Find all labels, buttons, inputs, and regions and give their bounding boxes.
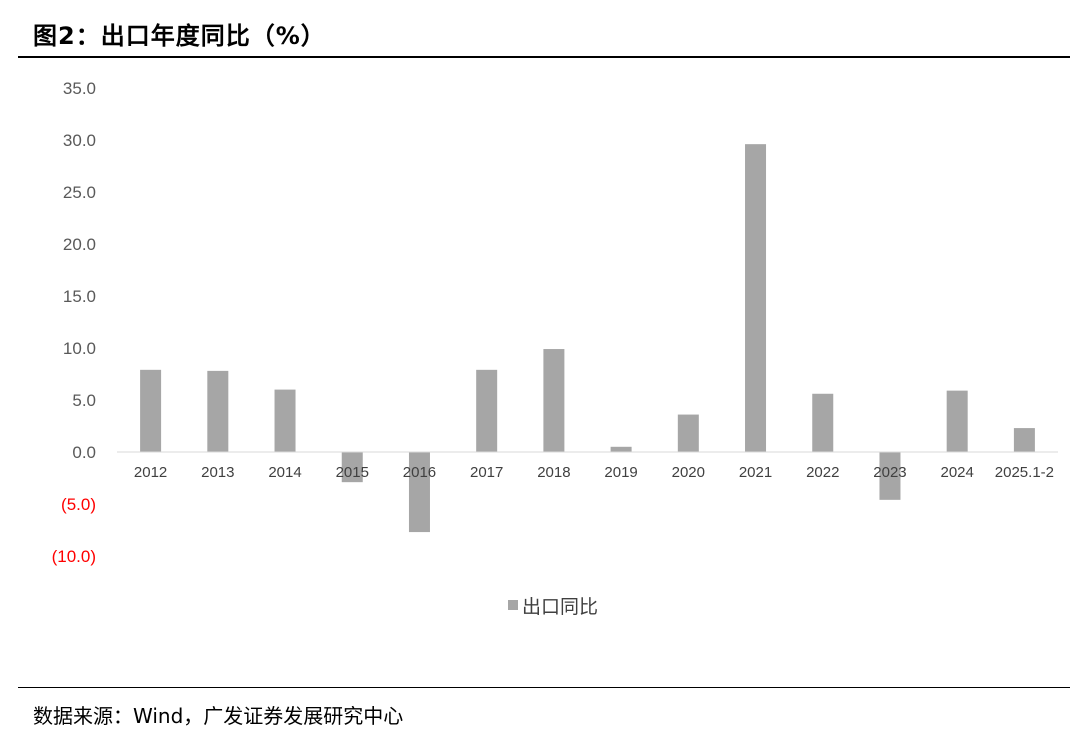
bar-chart: 35.0 30.0 25.0 20.0 15.0 10.0 5.0 0.0 (5.0) (10.0… (52, 79, 1058, 618)
bar-series (140, 144, 1035, 533)
x-tick-label: 2014 (268, 464, 301, 481)
y-tick-label: (10.0) (52, 547, 96, 566)
x-tick-label: 2013 (201, 464, 234, 481)
x-tick-label: 2025.1-2 (995, 464, 1054, 481)
x-tick-label: 2021 (739, 464, 772, 481)
y-tick-label: 25.0 (63, 183, 96, 202)
top-rule (18, 56, 1070, 58)
bar-2018 (543, 349, 565, 452)
y-tick-label: 5.0 (72, 391, 96, 410)
x-tick-label: 2024 (940, 464, 973, 481)
x-tick-label: 2020 (672, 464, 705, 481)
bar-2025.1-2 (1013, 428, 1035, 452)
source-note: 数据来源：Wind，广发证券发展研究中心 (33, 704, 404, 728)
bar-2024 (946, 390, 968, 452)
bar-2014 (274, 389, 296, 452)
bar-2012 (140, 369, 162, 452)
x-tick-label: 2017 (470, 464, 503, 481)
bar-2023 (879, 452, 901, 500)
y-tick-label: (5.0) (61, 495, 96, 514)
x-tick-label: 2015 (336, 464, 369, 481)
y-tick-label: 20.0 (63, 235, 96, 254)
x-tick-label: 2016 (403, 464, 436, 481)
figure-title: 图2：出口年度同比（%） (33, 22, 326, 50)
bar-2020 (677, 414, 699, 452)
x-tick-label: 2023 (873, 464, 906, 481)
bar-2015 (341, 452, 363, 483)
x-tick-label: 2019 (604, 464, 637, 481)
x-tick-label: 2012 (134, 464, 167, 481)
legend-label: 出口同比 (522, 596, 598, 618)
x-tick-label: 2018 (537, 464, 570, 481)
bar-2021 (745, 144, 767, 452)
bar-2016 (408, 452, 430, 533)
y-tick-label: 10.0 (63, 339, 96, 358)
y-tick-label: 35.0 (63, 79, 96, 98)
bar-2022 (812, 393, 834, 452)
x-axis: 2012 2013 2014 2015 2016 2017 2018 2019 2020 2021… (134, 464, 1054, 481)
bottom-rule (18, 687, 1070, 688)
legend: 出口同比 (508, 596, 598, 618)
x-tick-label: 2022 (806, 464, 839, 481)
y-tick-label: 15.0 (63, 287, 96, 306)
bar-2019 (610, 446, 632, 452)
y-tick-label: 0.0 (72, 443, 96, 462)
legend-swatch (508, 600, 518, 610)
y-axis: 35.0 30.0 25.0 20.0 15.0 10.0 5.0 0.0 (5.0) (10.0… (52, 79, 96, 566)
y-tick-label: 30.0 (63, 131, 96, 150)
bar-2013 (207, 370, 229, 452)
bar-2017 (476, 369, 498, 452)
